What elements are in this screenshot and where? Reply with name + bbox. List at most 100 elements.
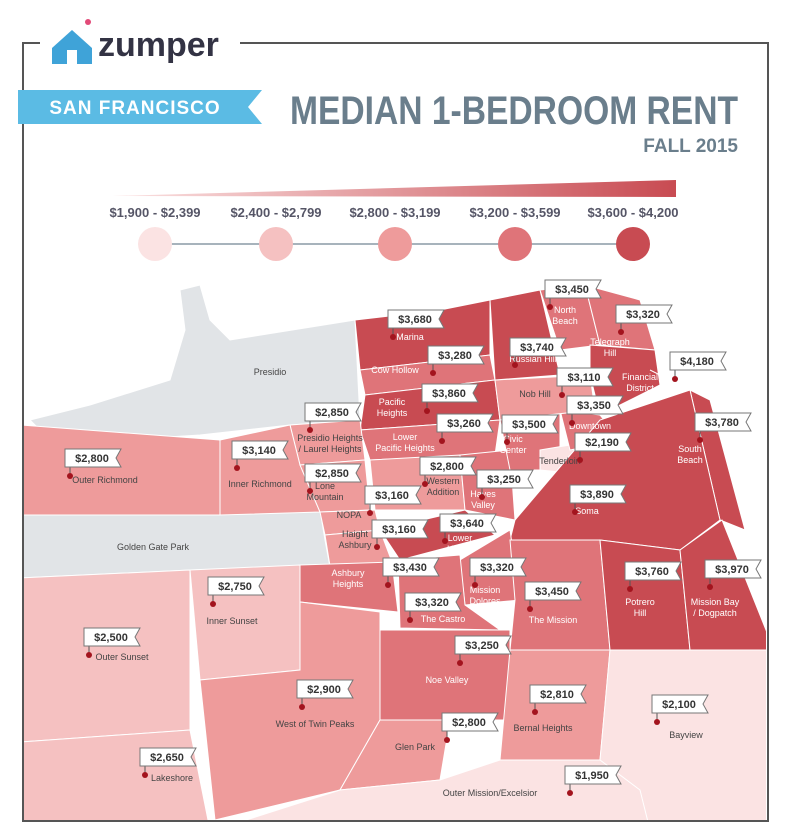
rent-label: $3,430 [393, 562, 427, 574]
flag [207, 576, 265, 596]
legend-swatch [498, 227, 532, 261]
pin [559, 392, 565, 398]
flag [404, 592, 462, 612]
neighborhood-name: Bayview [669, 730, 703, 740]
neighborhood-name: Glen Park [395, 742, 436, 752]
flag [304, 402, 362, 422]
neighborhood-name: Soma [575, 506, 599, 516]
flag [382, 557, 440, 577]
neighborhood-name: Nob Hill [519, 389, 551, 399]
pin [439, 438, 445, 444]
flag [64, 448, 122, 468]
legend-label: $3,600 - $4,200 [587, 205, 678, 220]
flag [529, 684, 587, 704]
neighborhood-area [199, 601, 381, 820]
pin [422, 481, 428, 487]
area-name: Presidio [254, 367, 287, 377]
pin [532, 709, 538, 715]
flag [556, 367, 614, 387]
pin [512, 362, 518, 368]
rent-label: $2,800 [452, 717, 486, 729]
rent-label: $2,500 [94, 632, 128, 644]
pin [210, 601, 216, 607]
pin [527, 606, 533, 612]
legend-swatch [378, 227, 412, 261]
flag [509, 337, 567, 357]
flag [469, 557, 527, 577]
neighborhood-name: Outer Richmond [72, 475, 138, 485]
neighborhood-area [599, 539, 691, 651]
rent-label: $3,970 [715, 564, 749, 576]
pin [390, 334, 396, 340]
flag [421, 383, 479, 403]
neighborhood-name: Addition [427, 487, 460, 497]
pin [457, 660, 463, 666]
rent-label: $3,450 [535, 586, 569, 598]
presidio-area [29, 284, 361, 441]
legend-swatch [138, 227, 172, 261]
pin [430, 370, 436, 376]
rent-label: $3,740 [520, 342, 554, 354]
title: MEDIAN 1-BEDROOM RENT [290, 89, 738, 133]
neighborhood-area [679, 519, 766, 651]
neighborhood-name: Mountain [306, 492, 343, 502]
neighborhood-name: The Mission [529, 615, 578, 625]
rent-label: $2,750 [218, 581, 252, 593]
pin [374, 544, 380, 550]
neighborhood-name: Ashbury [338, 540, 372, 550]
neighborhood-name: Pacific [379, 397, 406, 407]
neighborhood-name: Lower [393, 432, 418, 442]
rent-label: $3,250 [487, 474, 521, 486]
neighborhood-name: Potrero [625, 597, 655, 607]
flag [441, 712, 499, 732]
neighborhood-name: Civic [503, 434, 523, 444]
flag [427, 345, 485, 365]
flag [419, 456, 477, 476]
neighborhood-name: Hill [604, 348, 617, 358]
pin [424, 408, 430, 414]
neighborhood-name: Haight [447, 544, 474, 554]
flag [669, 351, 727, 371]
city: SAN FRANCISCO [49, 98, 220, 119]
flag [566, 395, 624, 415]
neighborhood-name: Heights [377, 408, 408, 418]
rent-label: $3,260 [447, 418, 481, 430]
pin [618, 329, 624, 335]
neighborhood-name: Hayes [470, 489, 496, 499]
neighborhood-name: Noe Valley [426, 675, 469, 685]
legend-label: $2,800 - $3,199 [349, 205, 440, 220]
neighborhood-area [649, 369, 746, 531]
pin [86, 652, 92, 658]
rent-label: $2,850 [315, 407, 349, 419]
flag [624, 561, 682, 581]
rent-label: $3,640 [450, 518, 484, 530]
flag [454, 635, 512, 655]
rent-label: $3,860 [432, 388, 466, 400]
neighborhood-name: Outer Mission/Excelsior [443, 788, 538, 798]
flag [371, 519, 429, 539]
rent-label: $2,650 [150, 752, 184, 764]
neighborhood-name: NOPA [337, 510, 362, 520]
neighborhood-name: District [626, 383, 654, 393]
rent-label: $2,800 [75, 453, 109, 465]
flag [296, 679, 354, 699]
neighborhood-name: Beach [677, 455, 703, 465]
city-ribbon [18, 90, 262, 124]
rent-label: $2,800 [430, 461, 464, 473]
flag [615, 304, 673, 324]
neighborhood-name: Ashbury [331, 568, 365, 578]
neighborhood-name: Hill [634, 608, 647, 618]
rent-label: $2,190 [585, 437, 619, 449]
legend-label: $1,900 - $2,399 [109, 205, 200, 220]
pin [697, 437, 703, 443]
pin [234, 465, 240, 471]
neighborhood-area [24, 424, 221, 516]
logo-text: zumper [98, 26, 219, 64]
neighborhood-name: Outer Sunset [95, 652, 149, 662]
neighborhood-name: Cow Hollow [371, 365, 419, 375]
neighborhood-name: Inner Sunset [206, 616, 258, 626]
neighborhood-area [244, 759, 649, 820]
rent-label: $3,280 [438, 350, 472, 362]
rent-label: $1,950 [575, 770, 609, 782]
neighborhood-name: West of Twin Peaks [276, 719, 355, 729]
